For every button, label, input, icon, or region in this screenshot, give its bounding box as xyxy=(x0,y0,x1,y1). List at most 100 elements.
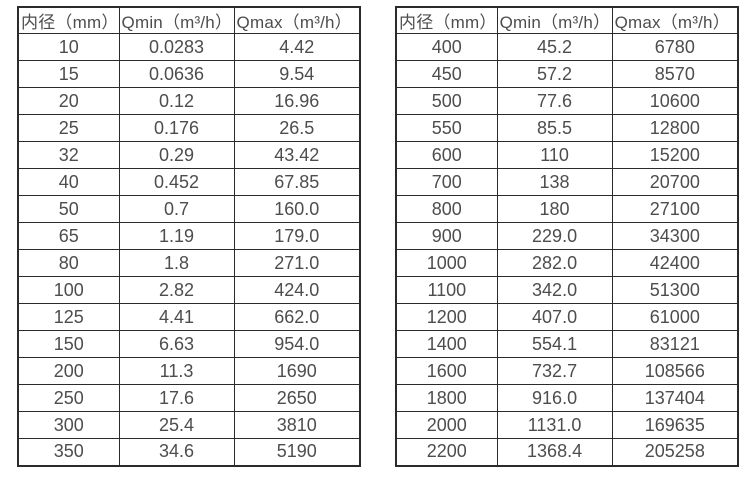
table-cell: 0.7 xyxy=(118,195,235,223)
header-inner-diameter: 内径（mm） xyxy=(395,6,498,34)
table-cell: 50 xyxy=(17,195,120,223)
table-row: 80 1.8 271.0 xyxy=(17,249,361,277)
table-row: 550 85.5 12800 xyxy=(395,114,739,142)
table-cell: 110 xyxy=(496,141,613,169)
table-cell: 34300 xyxy=(611,222,739,250)
table-row: 300 25.4 3810 xyxy=(17,411,361,439)
table-cell: 0.452 xyxy=(118,168,235,196)
table-cell: 1000 xyxy=(395,249,498,277)
table-cell: 1600 xyxy=(395,357,498,385)
table-cell: 150 xyxy=(17,330,120,358)
table-cell: 4.42 xyxy=(233,33,361,61)
header-qmin: Qmin（m³/h） xyxy=(118,6,235,34)
table-cell: 0.29 xyxy=(118,141,235,169)
flow-rate-table-right: 内径（mm） Qmin（m³/h） Qmax（m³/h） 400 45.2 6780… xyxy=(395,6,740,467)
table-cell: 160.0 xyxy=(233,195,361,223)
table-cell: 0.176 xyxy=(118,114,235,142)
table-cell: 169635 xyxy=(611,411,739,439)
table-cell: 450 xyxy=(395,60,498,88)
table-cell: 0.0283 xyxy=(118,33,235,61)
table-cell: 32 xyxy=(17,141,120,169)
table-cell: 15200 xyxy=(611,141,739,169)
table-cell: 300 xyxy=(17,411,120,439)
table-cell: 1690 xyxy=(233,357,361,385)
table-row: 800 180 27100 xyxy=(395,195,739,223)
table-cell: 732.7 xyxy=(496,357,613,385)
table-cell: 40 xyxy=(17,168,120,196)
table-row: 1000 282.0 42400 xyxy=(395,249,739,277)
table-cell: 43.42 xyxy=(233,141,361,169)
table-row: 450 57.2 8570 xyxy=(395,60,739,88)
table-row: 700 138 20700 xyxy=(395,168,739,196)
table-row: 15 0.0636 9.54 xyxy=(17,60,361,88)
table-cell: 229.0 xyxy=(496,222,613,250)
table-cell: 350 xyxy=(17,438,120,466)
table-cell: 9.54 xyxy=(233,60,361,88)
table-row: 400 45.2 6780 xyxy=(395,33,739,61)
table-cell: 0.0636 xyxy=(118,60,235,88)
table-cell: 500 xyxy=(395,87,498,115)
table-cell: 100 xyxy=(17,276,120,304)
table-cell: 12800 xyxy=(611,114,739,142)
table-row: 150 6.63 954.0 xyxy=(17,330,361,358)
table-cell: 42400 xyxy=(611,249,739,277)
table-cell: 67.85 xyxy=(233,168,361,196)
table-cell: 20700 xyxy=(611,168,739,196)
table-cell: 407.0 xyxy=(496,303,613,331)
table-cell: 342.0 xyxy=(496,276,613,304)
table-cell: 1200 xyxy=(395,303,498,331)
table-cell: 85.5 xyxy=(496,114,613,142)
table-row: 250 17.6 2650 xyxy=(17,384,361,412)
header-qmin: Qmin（m³/h） xyxy=(496,6,613,34)
table-row: 32 0.29 43.42 xyxy=(17,141,361,169)
table-cell: 3810 xyxy=(233,411,361,439)
table-row: 65 1.19 179.0 xyxy=(17,222,361,250)
header-row: 内径（mm） Qmin（m³/h） Qmax（m³/h） xyxy=(395,6,739,34)
header-qmax: Qmax（m³/h） xyxy=(233,6,361,34)
table-cell: 17.6 xyxy=(118,384,235,412)
table-cell: 700 xyxy=(395,168,498,196)
table-row: 2000 1131.0 169635 xyxy=(395,411,739,439)
table-cell: 1400 xyxy=(395,330,498,358)
table-cell: 282.0 xyxy=(496,249,613,277)
table-cell: 0.12 xyxy=(118,87,235,115)
table-cell: 16.96 xyxy=(233,87,361,115)
table-body: 10 0.0283 4.42 15 0.0636 9.54 20 0.12 16.96 25 0.1… xyxy=(17,33,361,466)
table-cell: 550 xyxy=(395,114,498,142)
flow-rate-tables-container: 内径（mm） Qmin（m³/h） Qmax（m³/h） 10 0.0283 4.4… xyxy=(17,6,740,467)
table-row: 10 0.0283 4.42 xyxy=(17,33,361,61)
table-cell: 80 xyxy=(17,249,120,277)
table-row: 125 4.41 662.0 xyxy=(17,303,361,331)
table-cell: 61000 xyxy=(611,303,739,331)
table-cell: 180 xyxy=(496,195,613,223)
table-row: 350 34.6 5190 xyxy=(17,438,361,466)
table-row: 1400 554.1 83121 xyxy=(395,330,739,358)
table-cell: 200 xyxy=(17,357,120,385)
table-row: 2200 1368.4 205258 xyxy=(395,438,739,466)
table-row: 600 110 15200 xyxy=(395,141,739,169)
table-cell: 600 xyxy=(395,141,498,169)
table-cell: 2200 xyxy=(395,438,498,466)
table-cell: 51300 xyxy=(611,276,739,304)
table-cell: 2.82 xyxy=(118,276,235,304)
table-cell: 400 xyxy=(395,33,498,61)
table-cell: 1800 xyxy=(395,384,498,412)
table-cell: 205258 xyxy=(611,438,739,466)
table-cell: 83121 xyxy=(611,330,739,358)
table-cell: 424.0 xyxy=(233,276,361,304)
table-cell: 137404 xyxy=(611,384,739,412)
header-row: 内径（mm） Qmin（m³/h） Qmax（m³/h） xyxy=(17,6,361,34)
table-row: 100 2.82 424.0 xyxy=(17,276,361,304)
table-cell: 250 xyxy=(17,384,120,412)
table-cell: 138 xyxy=(496,168,613,196)
table-cell: 5190 xyxy=(233,438,361,466)
table-cell: 45.2 xyxy=(496,33,613,61)
table-cell: 25 xyxy=(17,114,120,142)
table-cell: 15 xyxy=(17,60,120,88)
table-cell: 10600 xyxy=(611,87,739,115)
table-cell: 6.63 xyxy=(118,330,235,358)
table-cell: 6780 xyxy=(611,33,739,61)
header-qmax: Qmax（m³/h） xyxy=(611,6,739,34)
table-cell: 1.8 xyxy=(118,249,235,277)
table-row: 1200 407.0 61000 xyxy=(395,303,739,331)
